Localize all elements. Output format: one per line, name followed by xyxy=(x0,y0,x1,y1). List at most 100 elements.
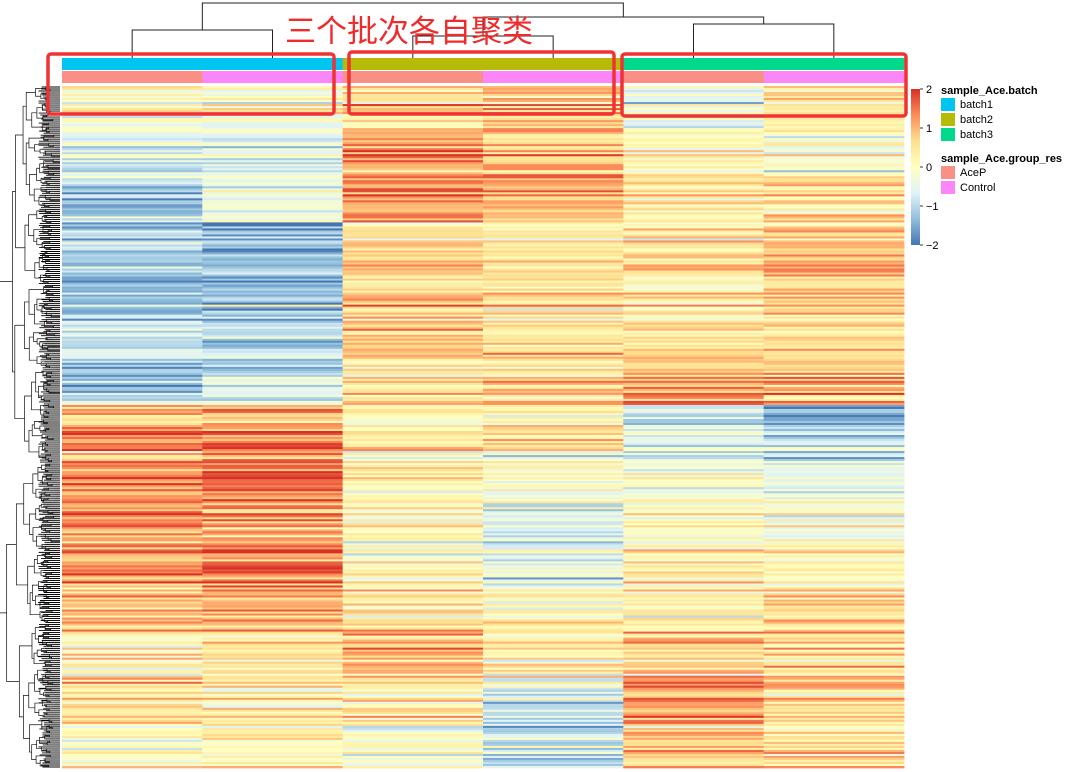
heatmap-cell xyxy=(62,633,203,636)
heatmap-cell xyxy=(342,270,484,273)
heatmap-cell xyxy=(202,537,344,540)
heatmap-cell xyxy=(483,314,624,318)
heatmap-cell xyxy=(623,366,765,370)
heatmap-cell xyxy=(202,320,344,324)
heatmap-cell xyxy=(483,354,624,358)
heatmap-cell xyxy=(342,563,484,566)
heatmap-cell xyxy=(623,513,765,516)
heatmap-cell xyxy=(202,573,344,576)
heatmap-cell xyxy=(202,218,344,221)
heatmap-cell xyxy=(342,208,484,211)
heatmap-cell xyxy=(342,322,484,326)
heatmap-cell xyxy=(763,509,905,512)
heatmap-cell xyxy=(623,140,765,143)
heatmap-cell xyxy=(62,563,203,566)
heatmap-cell xyxy=(623,749,765,753)
heatmap-cell xyxy=(342,328,484,332)
heatmap-cell xyxy=(623,575,765,578)
heatmap-cell xyxy=(483,551,624,554)
heatmap-cell xyxy=(623,579,765,582)
heatmap-cell xyxy=(483,262,624,265)
heatmap-cell xyxy=(763,224,905,227)
heatmap-cell xyxy=(62,176,203,179)
heatmap-cell xyxy=(342,238,484,241)
heatmap-cell xyxy=(763,396,905,400)
heatmap-cell xyxy=(202,272,344,275)
heatmap-cell xyxy=(623,713,765,717)
heatmap-cell xyxy=(763,152,905,155)
heatmap-cell xyxy=(202,242,344,245)
heatmap-cell xyxy=(483,743,624,747)
heatmap-cell xyxy=(763,639,905,642)
heatmap-cell xyxy=(62,278,203,281)
heatmap-cell xyxy=(202,435,344,438)
heatmap-cell xyxy=(763,310,905,314)
heatmap-cell xyxy=(623,593,765,596)
heatmap-cell xyxy=(202,372,344,376)
heatmap-cell xyxy=(62,90,203,93)
heatmap-cell xyxy=(483,727,624,731)
heatmap-cell xyxy=(62,511,203,514)
heatmap-cell xyxy=(342,192,484,195)
heatmap-cell xyxy=(483,350,624,354)
row-dendrogram-branch xyxy=(43,618,55,622)
heatmap-cell xyxy=(763,721,905,725)
heatmap-cell xyxy=(763,380,905,384)
heatmap-cell xyxy=(202,282,344,285)
heatmap-cell xyxy=(483,459,624,462)
heatmap-cell xyxy=(483,238,624,241)
heatmap-cell xyxy=(202,497,344,500)
heatmap-cell xyxy=(763,601,905,604)
heatmap-cell xyxy=(623,86,765,89)
heatmap-cell xyxy=(623,433,765,436)
heatmap-cell xyxy=(483,525,624,528)
heatmap-cell xyxy=(483,250,624,253)
column-annotation-bars xyxy=(62,58,905,83)
heatmap-cell xyxy=(62,208,203,211)
heatmap-cell xyxy=(202,641,344,644)
heatmap-cell xyxy=(62,459,203,462)
heatmap-cell xyxy=(342,533,484,536)
heatmap-cell xyxy=(623,621,765,624)
heatmap-cell xyxy=(483,517,624,520)
heatmap-cell xyxy=(62,675,203,679)
heatmap-cell xyxy=(202,310,344,314)
heatmap-cell xyxy=(483,420,624,424)
heatmap-cell xyxy=(763,445,905,448)
heatmap-cell xyxy=(483,366,624,370)
heatmap-cell xyxy=(62,671,203,675)
heatmap-cell xyxy=(483,380,624,384)
group-annotation-cell xyxy=(483,71,624,83)
heatmap-cell xyxy=(342,318,484,322)
heatmap-cell xyxy=(62,124,203,127)
heatmap-cell xyxy=(342,408,484,412)
heatmap-cell xyxy=(62,613,203,616)
row-dendrogram-branch xyxy=(43,498,58,503)
heatmap-cell xyxy=(62,250,203,253)
heatmap-cell xyxy=(62,356,203,360)
heatmap-cell xyxy=(763,354,905,358)
heatmap-cell xyxy=(623,188,765,191)
heatmap-cell xyxy=(202,571,344,574)
highlight-box xyxy=(347,50,616,116)
heatmap-cell xyxy=(623,326,765,330)
heatmap-cell xyxy=(62,152,203,155)
heatmap-cell xyxy=(62,589,203,592)
heatmap-cell xyxy=(483,435,624,438)
heatmap-cell xyxy=(62,587,203,590)
heatmap-cell xyxy=(342,463,484,466)
heatmap-cell xyxy=(202,625,344,628)
heatmap-cell xyxy=(483,326,624,330)
heatmap-cell xyxy=(763,529,905,532)
heatmap-cell xyxy=(342,390,484,394)
heatmap-cell xyxy=(202,384,344,388)
heatmap-cell xyxy=(763,757,905,761)
heatmap-cell xyxy=(483,431,624,434)
heatmap-cell xyxy=(342,511,484,514)
heatmap-cell xyxy=(202,238,344,241)
heatmap-cell xyxy=(202,408,344,412)
heatmap-cell xyxy=(763,180,905,183)
heatmap-cell xyxy=(202,414,344,418)
heatmap-cell xyxy=(623,226,765,229)
heatmap-cell xyxy=(202,180,344,183)
